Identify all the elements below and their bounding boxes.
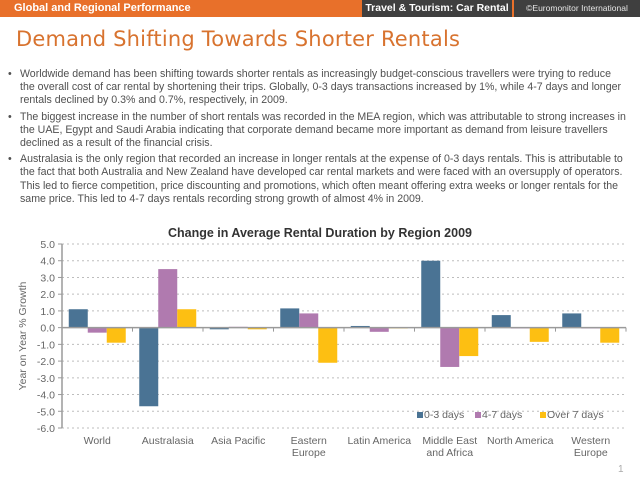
bullet-item: • The biggest increase in the number of s… [8, 111, 626, 151]
report-name: Travel & Tourism: Car Rental [362, 0, 512, 17]
legend-swatch [540, 412, 546, 418]
bar [139, 327, 159, 407]
legend-swatch [417, 412, 423, 418]
bullet-text: The biggest increase in the number of sh… [20, 110, 626, 150]
y-tick-label: 2.0 [40, 289, 55, 301]
bar [529, 327, 549, 342]
x-tick-label: World [84, 435, 111, 447]
y-axis-label: Year on Year % Growth [17, 281, 29, 390]
bar [158, 269, 178, 328]
bullet-item: • Australasia is the only region that rec… [8, 153, 626, 206]
bar [299, 313, 319, 328]
bar [106, 327, 126, 343]
x-tick-label: Middle East [422, 435, 477, 447]
bar [280, 308, 300, 328]
bar [421, 260, 441, 328]
bar [491, 315, 511, 328]
x-tick-label: North America [487, 435, 554, 447]
y-tick-label: -2.0 [37, 356, 55, 368]
bar [600, 327, 620, 343]
y-tick-label: -6.0 [37, 423, 55, 435]
bullet-marker: • [8, 68, 12, 80]
legend-label: 0-3 days [424, 409, 464, 421]
bar [318, 327, 338, 363]
bullet-text: Australasia is the only region that reco… [20, 153, 623, 205]
section-label: Global and Regional Performance [14, 2, 191, 14]
x-tick-label: Europe [292, 447, 326, 459]
y-tick-label: -4.0 [37, 390, 55, 402]
bar [350, 325, 370, 328]
x-tick-label: Asia Pacific [211, 435, 265, 447]
y-tick-label: -1.0 [37, 339, 55, 351]
bullet-marker: • [8, 110, 12, 123]
bar [209, 327, 229, 330]
x-tick-label: Europe [574, 447, 608, 459]
header-bar: Global and Regional Performance Travel &… [0, 0, 640, 17]
bar [68, 309, 88, 328]
x-tick-label: Latin America [347, 435, 411, 447]
x-tick-label: Eastern [291, 435, 327, 447]
y-tick-label: -5.0 [37, 406, 55, 418]
legend-label: Over 7 days [547, 409, 604, 421]
bar [440, 327, 460, 367]
x-tick-label: and Africa [426, 447, 473, 459]
bar [562, 313, 582, 328]
bar [87, 327, 107, 333]
bullet-list: • Worldwide demand has been shifting towa… [8, 68, 626, 209]
y-tick-label: 0.0 [40, 323, 55, 335]
page-number: 1 [618, 464, 624, 475]
bullet-item: • Worldwide demand has been shifting towa… [8, 68, 626, 108]
y-tick-label: 5.0 [40, 239, 55, 251]
x-tick-label: Western [571, 435, 610, 447]
y-tick-label: -3.0 [37, 373, 55, 385]
legend-swatch [475, 412, 481, 418]
x-tick-label: Australasia [142, 435, 194, 447]
legend-label: 4-7 days [482, 409, 522, 421]
bar-chart: 5.0 4.0 3.0 2.0 1.0 0.0 -1.0 -2.0 -3.0 -4.0 -5.0 -6… [17, 239, 627, 459]
bar [247, 327, 267, 330]
y-tick-label: 3.0 [40, 272, 55, 284]
chart-title: Change in Average Rental Duration by Reg… [167, 226, 472, 240]
bar [459, 327, 479, 357]
bar [177, 309, 197, 328]
y-tick-label: 1.0 [40, 306, 55, 318]
copyright: ©Euromonitor International [514, 0, 640, 17]
bullet-marker: • [8, 153, 12, 166]
bar [369, 327, 389, 332]
y-tick-label: 4.0 [40, 256, 55, 268]
bullet-text: Worldwide demand has been shifting towar… [20, 68, 622, 107]
page-title: Demand Shifting Towards Shorter Rentals [16, 27, 461, 51]
